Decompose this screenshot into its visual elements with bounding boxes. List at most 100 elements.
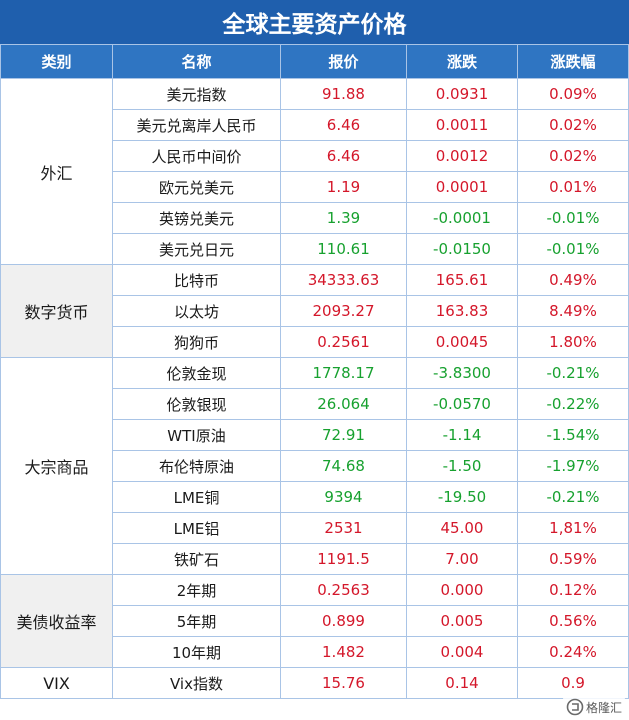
change-cell: 0.0012 xyxy=(406,140,518,172)
change-cell: 0.000 xyxy=(406,574,518,606)
price-cell: 72.91 xyxy=(280,419,407,451)
table-row: 数字货币 比特币 34333.63 165.61 0.49% xyxy=(0,264,629,358)
change-pct-cell: -1.97% xyxy=(517,450,629,482)
change-pct-cell: 1.80% xyxy=(517,326,629,358)
price-cell: 26.064 xyxy=(280,388,407,420)
category-cell: 大宗商品 xyxy=(0,357,113,575)
asset-name-cell: 欧元兑美元 xyxy=(112,171,281,203)
change-cell: -0.0150 xyxy=(406,233,518,265)
asset-name-cell: 人民币中间价 xyxy=(112,140,281,172)
price-cell: 2093.27 xyxy=(280,295,407,327)
asset-name-cell: 美元兑日元 xyxy=(112,233,281,265)
change-pct-cell: 0.12% xyxy=(517,574,629,606)
asset-name-cell: 伦敦银现 xyxy=(112,388,281,420)
watermark-text: 格隆汇 xyxy=(585,700,622,715)
table-row: 欧元兑美元 1.19 0.0001 0.01% xyxy=(1,171,629,203)
change-pct-cell: -0.21% xyxy=(517,357,629,389)
change-cell: -3.8300 xyxy=(406,357,518,389)
category-cell: 外汇 xyxy=(0,78,113,265)
table-row: 美债收益率 2年期 0.2563 0.000 0.12% xyxy=(0,574,629,668)
page-title: 全球主要资产价格 xyxy=(0,0,629,44)
change-pct-cell: 1,81% xyxy=(517,512,629,544)
price-cell: 1.482 xyxy=(280,636,407,668)
change-cell: 165.61 xyxy=(406,264,518,296)
asset-name-cell: 比特币 xyxy=(112,264,281,296)
column-header-price: 报价 xyxy=(280,44,407,79)
change-cell: -1.50 xyxy=(406,450,518,482)
change-pct-cell: 0.49% xyxy=(517,264,629,296)
table-row: 大宗商品 伦敦金现 1778.17 -3.8300 -0.21% xyxy=(0,357,629,575)
change-pct-cell: 0.09% xyxy=(517,78,629,110)
change-pct-cell: 0.01% xyxy=(517,171,629,203)
asset-name-cell: LME铝 xyxy=(112,512,281,544)
price-cell: 1.19 xyxy=(280,171,407,203)
price-cell: 1191.5 xyxy=(280,543,407,575)
price-cell: 74.68 xyxy=(280,450,407,482)
table-row: LME铜 9394 -19.50 -0.21% xyxy=(1,481,629,513)
price-cell: 0.2563 xyxy=(280,574,407,606)
table-row: 外汇 美元指数 91.88 0.0931 0.09% xyxy=(0,78,629,265)
price-cell: 1.39 xyxy=(280,202,407,234)
change-pct-cell: 0.9 xyxy=(517,667,629,699)
price-cell: 9394 xyxy=(280,481,407,513)
change-cell: 163.83 xyxy=(406,295,518,327)
price-cell: 0.2561 xyxy=(280,326,407,358)
price-cell: 34333.63 xyxy=(280,264,407,296)
table-row: 美元兑离岸人民币 6.46 0.0011 0.02% xyxy=(1,109,629,141)
table-row: LME铝 2531 45.00 1,81% xyxy=(1,512,629,544)
column-header-change: 涨跌 xyxy=(406,44,518,79)
table-row: 人民币中间价 6.46 0.0012 0.02% xyxy=(1,140,629,172)
column-header-category: 类别 xyxy=(0,44,113,79)
change-pct-cell: 0.59% xyxy=(517,543,629,575)
table-row: 英镑兑美元 1.39 -0.0001 -0.01% xyxy=(1,202,629,234)
table-header-row: 类别 名称 报价 涨跌 涨跌幅 xyxy=(0,44,629,79)
price-cell: 0.899 xyxy=(280,605,407,637)
asset-name-cell: Vix指数 xyxy=(112,667,281,699)
change-cell: -0.0001 xyxy=(406,202,518,234)
gelonghui-logo-icon xyxy=(566,698,584,716)
asset-name-cell: 2年期 xyxy=(112,574,281,606)
change-cell: -19.50 xyxy=(406,481,518,513)
table-body: 外汇 美元指数 91.88 0.0931 0.09% 美元兑离岸人民币 6.46 0.0011… xyxy=(0,78,629,699)
asset-name-cell: 铁矿石 xyxy=(112,543,281,575)
change-cell: 0.0045 xyxy=(406,326,518,358)
column-header-name: 名称 xyxy=(112,44,281,79)
change-pct-cell: -0.22% xyxy=(517,388,629,420)
table-row: 狗狗币 0.2561 0.0045 1.80% xyxy=(1,326,629,358)
table-row: 美元兑日元 110.61 -0.0150 -0.01% xyxy=(1,233,629,265)
price-cell: 6.46 xyxy=(280,109,407,141)
change-pct-cell: -0.01% xyxy=(517,233,629,265)
price-cell: 2531 xyxy=(280,512,407,544)
change-cell: -0.0570 xyxy=(406,388,518,420)
change-cell: 0.004 xyxy=(406,636,518,668)
asset-name-cell: 美元指数 xyxy=(112,78,281,110)
category-cell: VIX xyxy=(0,667,113,699)
change-pct-cell: -1.54% xyxy=(517,419,629,451)
change-cell: 0.005 xyxy=(406,605,518,637)
change-cell: -1.14 xyxy=(406,419,518,451)
asset-name-cell: 5年期 xyxy=(112,605,281,637)
price-cell: 15.76 xyxy=(280,667,407,699)
asset-name-cell: 美元兑离岸人民币 xyxy=(112,109,281,141)
asset-name-cell: 布伦特原油 xyxy=(112,450,281,482)
asset-name-cell: 伦敦金现 xyxy=(112,357,281,389)
asset-name-cell: 10年期 xyxy=(112,636,281,668)
change-cell: 0.0001 xyxy=(406,171,518,203)
change-cell: 45.00 xyxy=(406,512,518,544)
asset-name-cell: 以太坊 xyxy=(112,295,281,327)
asset-name-cell: LME铜 xyxy=(112,481,281,513)
category-cell: 美债收益率 xyxy=(0,574,113,668)
change-pct-cell: -0.01% xyxy=(517,202,629,234)
price-cell: 1778.17 xyxy=(280,357,407,389)
asset-price-table: 类别 名称 报价 涨跌 涨跌幅 外汇 美元指数 91.88 0.0931 0.09% 美元… xyxy=(0,44,629,699)
change-cell: 0.0011 xyxy=(406,109,518,141)
table-row: 铁矿石 1191.5 7.00 0.59% xyxy=(1,543,629,575)
change-pct-cell: 0.56% xyxy=(517,605,629,637)
watermark: 格隆汇 xyxy=(562,696,625,718)
change-pct-cell: -0.21% xyxy=(517,481,629,513)
table-row: VIX Vix指数 15.76 0.14 0.9 xyxy=(0,667,629,699)
change-cell: 0.14 xyxy=(406,667,518,699)
table-row: 伦敦银现 26.064 -0.0570 -0.22% xyxy=(1,388,629,420)
change-pct-cell: 0.24% xyxy=(517,636,629,668)
